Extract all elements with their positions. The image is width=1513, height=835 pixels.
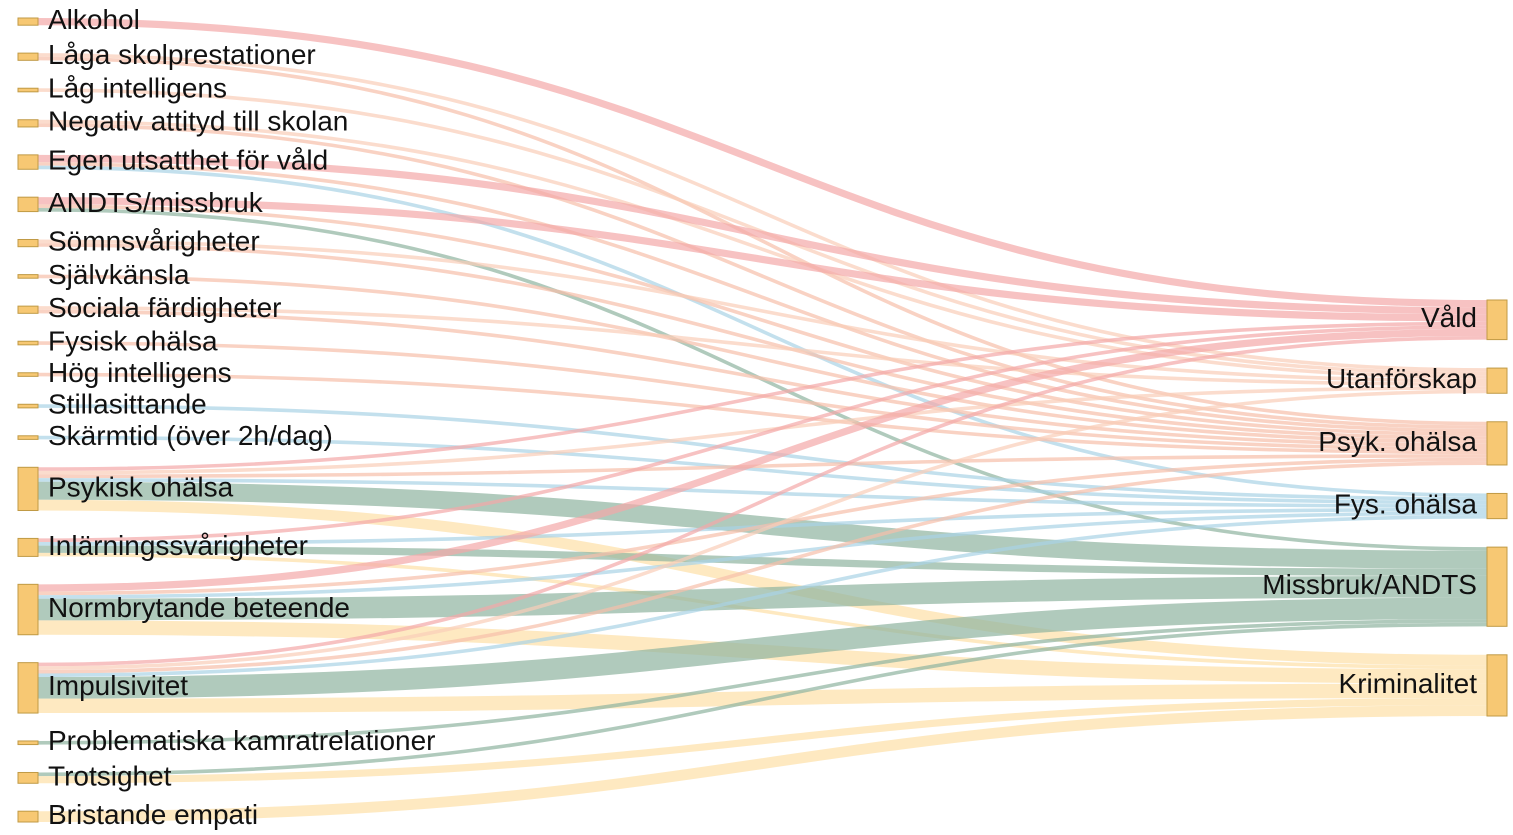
link [37,119,1488,379]
node [17,17,39,26]
node-label: Fys. ohälsa [1334,488,1478,519]
link [37,552,1488,670]
node-label: Sociala färdigheter [48,292,281,323]
node [1486,654,1508,717]
link [37,325,1488,543]
link [37,321,1488,471]
node [17,537,39,557]
node-label: Inlärningssvårigheter [48,530,308,561]
link [37,404,1488,501]
links [37,18,1488,822]
node [17,119,39,128]
node-label: Psyk. ohälsa [1318,426,1477,457]
link [37,372,1488,455]
node [17,662,39,714]
node-label: Sömnsvårigheter [48,225,260,256]
node-label: Normbrytande beteende [48,592,350,623]
link [37,461,1488,674]
link [37,243,1488,440]
node [17,403,39,409]
link [37,306,1488,387]
node-label: Låga skolprestationer [48,39,316,70]
node [17,435,39,440]
node-label: Låg intelligens [48,72,227,103]
node [1486,299,1508,341]
link [37,336,1488,667]
node [17,810,39,823]
link [37,389,1488,670]
link [37,705,1488,822]
node-label: Fysisk ohälsa [48,325,218,356]
node-label: ANDTS/missbruk [48,187,264,218]
link [37,162,1488,433]
node-label: Kriminalitet [1339,668,1478,699]
link [37,597,1488,699]
node [17,87,39,93]
node [17,305,39,314]
node-label: Egen utsatthet för våld [48,144,328,175]
link [37,328,1488,592]
node [1486,367,1508,394]
node-label: Bristande empati [48,799,258,830]
link [37,619,1488,745]
link [37,511,1488,599]
link [37,274,1488,444]
node [17,372,39,377]
link [37,622,1488,777]
node [17,154,39,170]
node-label: Problematiska kamratrelationer [48,725,436,756]
link [37,499,1488,666]
link [37,239,1488,383]
node-label: Negativ attityd till skolan [48,106,348,137]
node [17,52,39,61]
node [17,740,39,746]
link [37,698,1488,784]
node-label: Trotsighet [48,760,172,791]
link [37,454,1488,479]
node [17,771,39,784]
node [17,466,39,512]
link [37,309,1488,447]
node [17,196,39,213]
node-label: Stillasittande [48,388,207,419]
link [37,197,1488,322]
node [17,274,39,279]
link [37,457,1488,596]
node-label: Skärmtid (över 2h/dag) [48,420,333,451]
link [37,435,1488,505]
link [37,575,1488,621]
link [37,56,1488,426]
node-label: Psykisk ohälsa [48,471,234,502]
link [37,18,1488,308]
node [1486,421,1508,466]
link [37,515,1488,678]
node-label: Missbruk/ANDTS [1262,569,1477,600]
node [17,238,39,248]
node [17,340,39,346]
node-label: Impulsivitet [48,670,188,701]
node [1486,492,1508,520]
link [37,478,1488,508]
node [17,583,39,636]
link [37,545,1488,576]
node-label: Självkänsla [48,259,190,290]
link [37,204,1488,437]
link [37,154,1488,315]
node-label: Våld [1421,302,1477,333]
node-label: Utanförskap [1326,363,1477,394]
node-label: Hög intelligens [48,357,232,388]
node-label: Alkohol [48,4,140,35]
node [1486,546,1508,627]
link [37,386,1488,475]
